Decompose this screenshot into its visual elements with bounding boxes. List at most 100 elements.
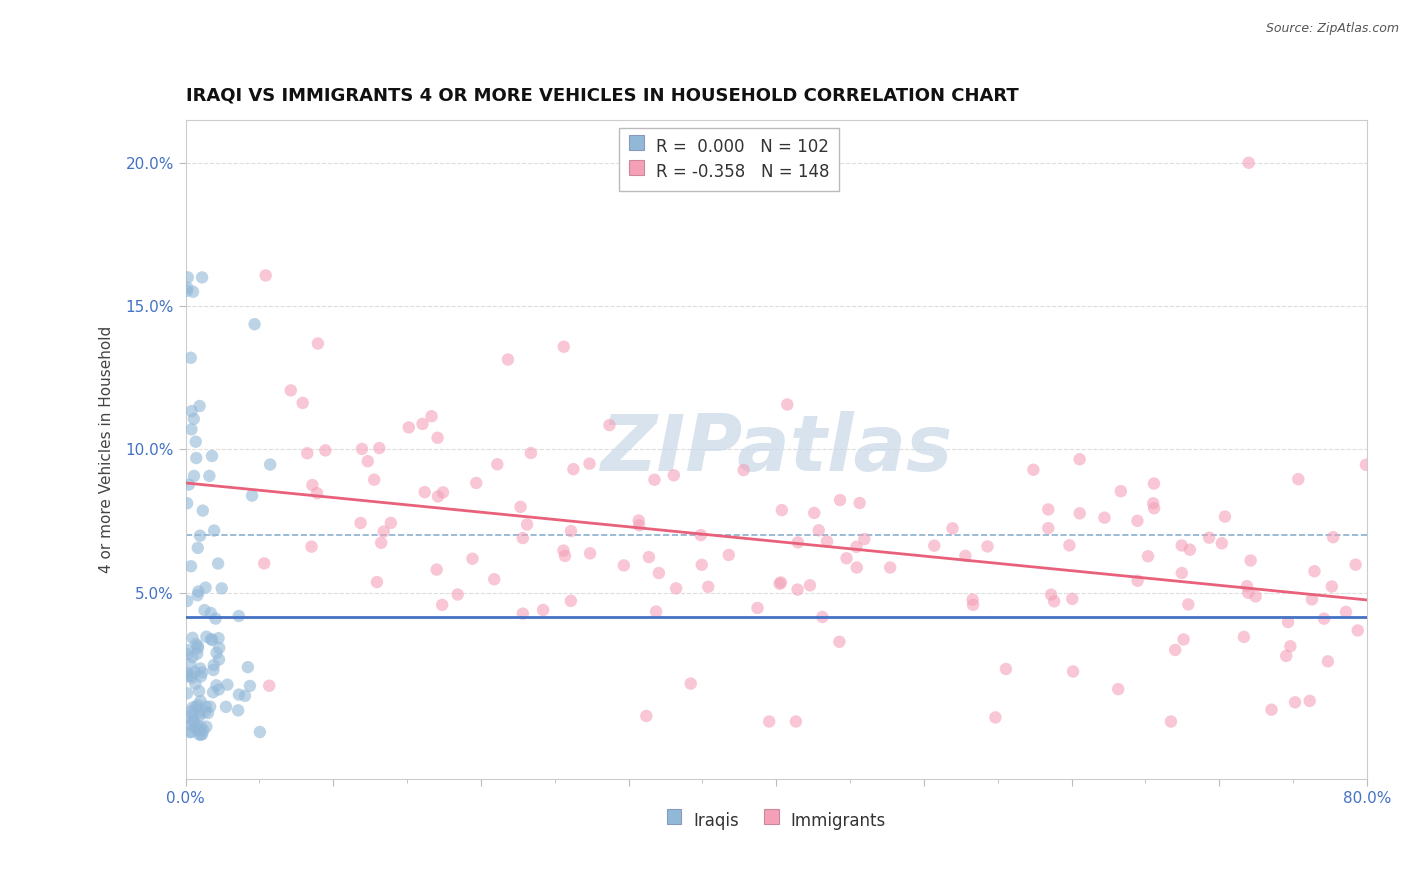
Point <box>202 685 225 699</box>
Point <box>205 646 228 660</box>
Point <box>799 578 821 592</box>
Point <box>314 443 336 458</box>
Point <box>183 714 205 728</box>
Point <box>188 661 211 675</box>
Point <box>226 703 249 717</box>
Point <box>177 477 200 491</box>
Point <box>662 468 685 483</box>
Point <box>512 607 534 621</box>
Point <box>368 441 391 455</box>
Point <box>828 493 851 508</box>
Point <box>195 630 218 644</box>
Point <box>191 727 214 741</box>
Point <box>579 546 602 560</box>
Point <box>758 714 780 729</box>
Y-axis label: 4 or more Vehicles in Household: 4 or more Vehicles in Household <box>100 326 114 573</box>
Point <box>187 584 209 599</box>
Point <box>412 417 434 431</box>
Point <box>217 678 239 692</box>
Point <box>426 563 449 577</box>
Point <box>249 725 271 739</box>
Text: IRAQI VS IMMIGRANTS 4 OR MORE VEHICLES IN HOUSEHOLD CORRELATION CHART: IRAQI VS IMMIGRANTS 4 OR MORE VEHICLES I… <box>186 87 1018 104</box>
Point <box>176 594 198 608</box>
Point <box>194 699 217 714</box>
Point <box>1322 530 1344 544</box>
Point <box>1038 502 1060 516</box>
Point <box>190 669 212 683</box>
Point <box>207 632 229 646</box>
Point <box>200 632 222 647</box>
Point <box>301 478 323 492</box>
Point <box>420 409 443 424</box>
Point <box>1260 703 1282 717</box>
Point <box>188 529 211 543</box>
Point <box>180 422 202 436</box>
Point <box>188 723 211 738</box>
Point <box>1313 612 1336 626</box>
Legend: Iraqis, Immigrants: Iraqis, Immigrants <box>659 805 893 837</box>
Point <box>208 640 231 655</box>
Point <box>197 706 219 720</box>
Point <box>180 704 202 718</box>
Point <box>201 449 224 463</box>
Point <box>643 473 665 487</box>
Point <box>1069 452 1091 467</box>
Point <box>1286 472 1309 486</box>
Point <box>184 677 207 691</box>
Point <box>239 679 262 693</box>
Point <box>180 559 202 574</box>
Point <box>208 682 231 697</box>
Point <box>191 270 214 285</box>
Point <box>176 710 198 724</box>
Point <box>176 665 198 680</box>
Point <box>1244 590 1267 604</box>
Point <box>243 317 266 331</box>
Point <box>665 582 688 596</box>
Point <box>1279 639 1302 653</box>
Point <box>516 517 538 532</box>
Point <box>186 450 208 465</box>
Point <box>689 528 711 542</box>
Point <box>562 462 585 476</box>
Point <box>1126 514 1149 528</box>
Point <box>363 473 385 487</box>
Point <box>776 397 799 411</box>
Point <box>176 686 198 700</box>
Point <box>259 458 281 472</box>
Point <box>215 699 238 714</box>
Point <box>461 551 484 566</box>
Point <box>305 486 328 500</box>
Point <box>211 582 233 596</box>
Point <box>1303 564 1326 578</box>
Point <box>191 503 214 517</box>
Point <box>1022 463 1045 477</box>
Point <box>613 558 636 573</box>
Point <box>697 580 720 594</box>
Point <box>183 469 205 483</box>
Point <box>803 506 825 520</box>
Point <box>1107 682 1129 697</box>
Point <box>1178 542 1201 557</box>
Point <box>1136 549 1159 564</box>
Point <box>183 412 205 426</box>
Point <box>1126 574 1149 588</box>
Point <box>204 612 226 626</box>
Point <box>1301 592 1323 607</box>
Point <box>1236 579 1258 593</box>
Point <box>627 514 650 528</box>
Point <box>1213 509 1236 524</box>
Point <box>786 535 808 549</box>
Point <box>297 446 319 460</box>
Point <box>815 534 838 549</box>
Point <box>370 536 392 550</box>
Point <box>181 650 204 665</box>
Point <box>733 463 755 477</box>
Point <box>1240 553 1263 567</box>
Point <box>509 500 531 514</box>
Point <box>398 420 420 434</box>
Point <box>191 665 214 680</box>
Point <box>187 641 209 656</box>
Point <box>520 446 543 460</box>
Point <box>291 396 314 410</box>
Point <box>201 633 224 648</box>
